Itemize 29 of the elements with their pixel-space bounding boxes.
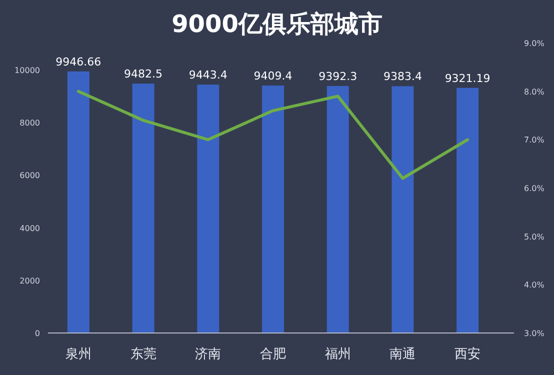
y-tick-label: 6000 — [20, 171, 40, 180]
y2-tick-label: 4.0% — [524, 280, 545, 290]
x-tick-label: 南通 — [390, 347, 416, 362]
data-label: 9409.4 — [254, 70, 292, 83]
data-label: 9383.4 — [383, 70, 422, 84]
x-tick-label: 西安 — [454, 346, 481, 362]
x-tick-label: 福州 — [324, 347, 351, 362]
y2-tick-label: 3.0% — [524, 329, 545, 338]
y2-tick-label: 8.0% — [524, 87, 545, 96]
y2-tick-label: 5.0% — [524, 232, 545, 242]
y-tick-label: 4000 — [20, 224, 40, 233]
y-tick-label: 8000 — [20, 118, 40, 128]
y-tick-label: 0 — [34, 329, 40, 338]
x-tick-label: 东莞 — [130, 347, 156, 362]
data-label: 9321.19 — [444, 72, 490, 85]
line-series — [76, 90, 470, 180]
y-tick-label: 2000 — [20, 276, 40, 286]
data-label: 9392.3 — [318, 70, 358, 83]
y2-tick-label: 7.0% — [524, 136, 545, 145]
x-tick-label: 合肥 — [260, 347, 286, 362]
data-label: 9482.5 — [124, 68, 163, 81]
x-tick-label: 济南 — [195, 347, 222, 362]
y2-tick-label: 9.0% — [524, 39, 545, 48]
y2-tick-label: 6.0% — [524, 184, 545, 193]
chart-title: 9000亿俱乐部城市 — [172, 10, 382, 38]
data-label: 9443.4 — [188, 68, 228, 82]
x-tick-label: 泉州 — [65, 347, 92, 362]
y-tick-label: 10000 — [14, 66, 40, 75]
data-label: 9946.66 — [56, 55, 102, 68]
